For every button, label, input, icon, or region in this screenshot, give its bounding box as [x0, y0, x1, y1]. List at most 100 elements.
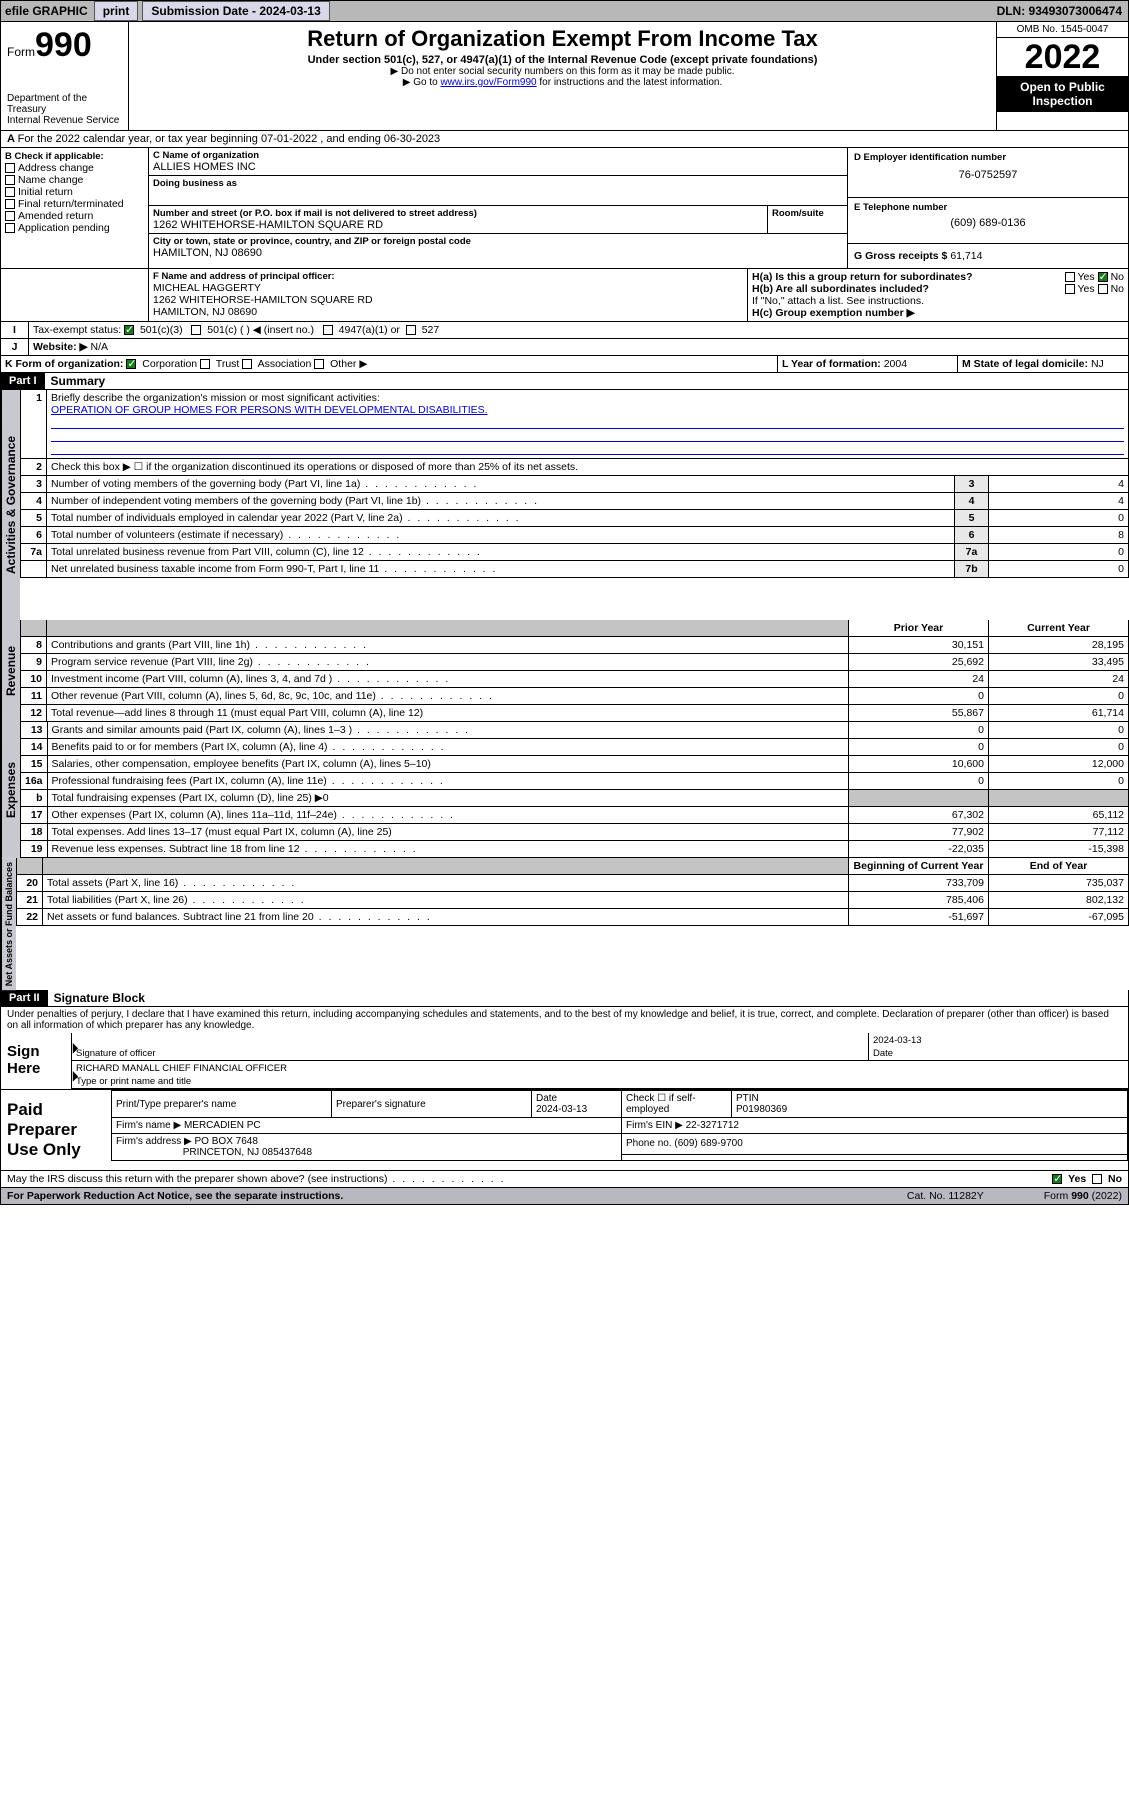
ha-row: H(a) Is this a group return for subordin… [752, 271, 1124, 283]
chk-name-change[interactable]: Name change [5, 174, 144, 186]
irs-link[interactable]: www.irs.gov/Form990 [440, 77, 536, 88]
chk-corp[interactable] [126, 359, 136, 369]
chk-other[interactable] [314, 359, 324, 369]
tab-net-assets: Net Assets or Fund Balances [1, 858, 16, 990]
mission-text: OPERATION OF GROUP HOMES FOR PERSONS WIT… [51, 404, 488, 416]
revenue-table: Prior YearCurrent Year 8Contributions an… [20, 620, 1129, 722]
chk-501c3[interactable] [124, 325, 134, 335]
dln-label: DLN: 93493073006474 [997, 4, 1128, 18]
section-deg: D Employer identification number 76-0752… [848, 148, 1128, 268]
goto-note: ▶ Go to www.irs.gov/Form990 for instruct… [137, 77, 988, 88]
chk-discuss-no[interactable] [1092, 1174, 1102, 1184]
pra-notice: For Paperwork Reduction Act Notice, see … [7, 1190, 343, 1202]
table-row: 17Other expenses (Part IX, column (A), l… [21, 807, 1129, 824]
submission-date-button[interactable]: Submission Date - 2024-03-13 [142, 1, 329, 21]
governance-table: 1 Briefly describe the organization's mi… [20, 390, 1129, 578]
ssn-note: ▶ Do not enter social security numbers o… [137, 66, 988, 77]
chk-address-change[interactable]: Address change [5, 162, 144, 174]
irs-label: Internal Revenue Service [7, 115, 122, 126]
revenue-section: Revenue Prior YearCurrent Year 8Contribu… [0, 620, 1129, 722]
public-inspection: Open to Public Inspection [997, 76, 1128, 112]
footer-bar: For Paperwork Reduction Act Notice, see … [0, 1188, 1129, 1205]
print-button[interactable]: print [94, 1, 139, 21]
tax-year-range: A For the 2022 calendar year, or tax yea… [1, 131, 1128, 147]
chk-final-return[interactable]: Final return/terminated [5, 198, 144, 210]
domicile-state: NJ [1091, 358, 1104, 370]
table-row: 15Salaries, other compensation, employee… [21, 756, 1129, 773]
table-row: 12Total revenue—add lines 8 through 11 (… [21, 705, 1129, 722]
section-bcdeg: B Check if applicable: Address change Na… [0, 148, 1129, 269]
chk-trust[interactable] [200, 359, 210, 369]
chk-app-pending[interactable]: Application pending [5, 222, 144, 234]
table-row: 11Other revenue (Part VIII, column (A), … [21, 688, 1129, 705]
table-row: 21Total liabilities (Part X, line 26)785… [17, 892, 1129, 909]
section-klm: K Form of organization: Corporation Trus… [0, 356, 1129, 373]
tab-revenue: Revenue [1, 620, 20, 722]
paid-preparer-block: Paid Preparer Use Only Print/Type prepar… [0, 1090, 1129, 1171]
ein-label: D Employer identification number [854, 152, 1122, 163]
chk-4947[interactable] [323, 325, 333, 335]
chk-assoc[interactable] [242, 359, 252, 369]
table-row: 13Grants and similar amounts paid (Part … [21, 722, 1129, 739]
firm-addr1: PO BOX 7648 [195, 1136, 258, 1147]
form-ref: Form 990 (2022) [1044, 1190, 1122, 1202]
table-row: 9Program service revenue (Part VIII, lin… [21, 654, 1129, 671]
phone-label: E Telephone number [854, 202, 1122, 213]
org-street: 1262 WHITEHORSE-HAMILTON SQUARE RD [153, 219, 763, 231]
part-ii-header: Part II Signature Block [0, 990, 1129, 1007]
table-row: 4Number of independent voting members of… [21, 493, 1129, 510]
officer-addr2: HAMILTON, NJ 08690 [153, 306, 743, 318]
sig-date: 2024-03-13 [873, 1035, 1124, 1046]
table-row: 7aTotal unrelated business revenue from … [21, 544, 1129, 561]
chk-527[interactable] [406, 325, 416, 335]
officer-addr1: 1262 WHITEHORSE-HAMILTON SQUARE RD [153, 294, 743, 306]
chk-initial-return[interactable]: Initial return [5, 186, 144, 198]
org-name: ALLIES HOMES INC [153, 161, 843, 173]
section-j: J Website: ▶ N/A [0, 339, 1129, 356]
part-i-header: Part I Summary [0, 373, 1129, 390]
section-i: I Tax-exempt status: 501(c)(3) 501(c) ( … [0, 322, 1129, 339]
section-fh: F Name and address of principal officer:… [0, 269, 1129, 322]
efile-label: efile GRAPHIC [1, 4, 92, 18]
expenses-table: 13Grants and similar amounts paid (Part … [20, 722, 1129, 858]
section-b: B Check if applicable: Address change Na… [1, 148, 149, 268]
section-a: A For the 2022 calendar year, or tax yea… [0, 131, 1129, 148]
netassets-table: Beginning of Current YearEnd of Year 20T… [16, 858, 1129, 926]
chk-501c[interactable] [191, 325, 201, 335]
table-row: bTotal fundraising expenses (Part IX, co… [21, 790, 1129, 807]
phone-value: (609) 689-0136 [854, 217, 1122, 229]
omb-number: OMB No. 1545-0047 [997, 22, 1128, 38]
form-header: Form990 Department of the Treasury Inter… [0, 22, 1129, 131]
top-toolbar: efile GRAPHIC print Submission Date - 20… [0, 0, 1129, 22]
officer-name-title: RICHARD MANALL CHIEF FINANCIAL OFFICER [76, 1063, 1124, 1074]
table-row: 6Total number of volunteers (estimate if… [21, 527, 1129, 544]
firm-phone: (609) 689-9700 [674, 1138, 742, 1149]
ein-value: 76-0752597 [854, 169, 1122, 181]
gross-receipts: 61,714 [950, 250, 982, 262]
table-row: 20Total assets (Part X, line 16)733,7097… [17, 875, 1129, 892]
year-formation: 2004 [884, 358, 907, 370]
expenses-section: Expenses 13Grants and similar amounts pa… [0, 722, 1129, 858]
firm-addr2: PRINCETON, NJ 085437648 [183, 1147, 312, 1158]
org-city: HAMILTON, NJ 08690 [153, 247, 843, 259]
table-row: 19Revenue less expenses. Subtract line 1… [21, 841, 1129, 858]
paid-preparer-label: Paid Preparer Use Only [1, 1090, 111, 1170]
signature-block: Under penalties of perjury, I declare th… [0, 1007, 1129, 1090]
cat-no: Cat. No. 11282Y [907, 1190, 984, 1202]
table-row: Net unrelated business taxable income fr… [21, 561, 1129, 578]
ptin: P01980369 [736, 1104, 787, 1115]
chk-discuss-yes[interactable] [1052, 1174, 1062, 1184]
chk-amended[interactable]: Amended return [5, 210, 144, 222]
hb-row: H(b) Are all subordinates included? Yes … [752, 283, 1124, 295]
summary-section: Activities & Governance 1 Briefly descri… [0, 390, 1129, 620]
officer-name: MICHEAL HAGGERTY [153, 282, 743, 294]
firm-ein: 22-3271712 [686, 1120, 739, 1131]
website-value: N/A [90, 341, 108, 353]
hc-row: H(c) Group exemption number ▶ [752, 307, 1124, 319]
table-row: 8Contributions and grants (Part VIII, li… [21, 637, 1129, 654]
table-row: 5Total number of individuals employed in… [21, 510, 1129, 527]
tax-year: 2022 [997, 38, 1128, 76]
firm-name: MERCADIEN PC [184, 1120, 261, 1131]
section-c: C Name of organization ALLIES HOMES INC … [149, 148, 848, 268]
form-subtitle: Under section 501(c), 527, or 4947(a)(1)… [137, 54, 988, 66]
